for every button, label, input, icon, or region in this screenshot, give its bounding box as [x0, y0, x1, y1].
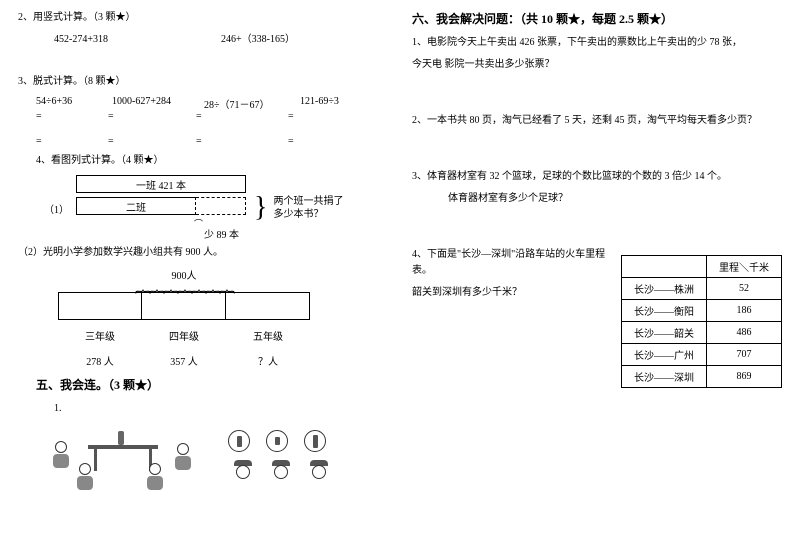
eq-cell: = — [196, 111, 288, 122]
q4-p2: （2）光明小学参加数学兴趣小组共有 900 人。 — [18, 245, 388, 261]
table-cell: 长沙——株洲 — [622, 278, 707, 300]
q6-3a: 3、体育器材室有 32 个篮球，足球的个数比篮球的个数的 3 倍少 14 个。 — [412, 169, 782, 185]
table-cell: 长沙——衡阳 — [622, 300, 707, 322]
options-grid — [228, 430, 334, 486]
table-cell: 52 — [707, 278, 782, 300]
scene-table-kids — [48, 423, 198, 493]
kid-icon — [74, 463, 96, 493]
eq-cell: = — [196, 136, 288, 147]
q4-title: 4、看图列式计算。（4 颗★） — [18, 153, 388, 169]
table-cell: 长沙——韶关 — [622, 322, 707, 344]
q2-title: 2、用竖式计算。（3 颗★） — [18, 10, 388, 26]
q3-eq-row1: = = = = — [18, 111, 388, 122]
table-row: 长沙——株洲52 — [622, 278, 782, 300]
eq-cell: = — [36, 136, 108, 147]
q4-p1: （1） 一班 421 本 二班 ⌒ 少 89 本 } 两个班一共捐了 多少本书？ — [44, 175, 388, 241]
table-row: 长沙——深圳869 — [622, 366, 782, 388]
q2-expr1: 452-274+318 — [54, 32, 221, 48]
value-g3: 278 人 — [58, 353, 142, 368]
kid-icon — [144, 463, 166, 493]
bar-class1: 一班 421 本 — [76, 175, 246, 193]
brace-top-icon: ︷︷︷︷︷︷︷ — [58, 284, 310, 292]
q6-2: 2、一本书共 80 页，淘气已经看了 5 天，还剩 45 页，淘气平均每天看多少… — [412, 113, 782, 129]
s5-pictures — [48, 423, 388, 493]
label-g3: 三年级 — [58, 328, 142, 343]
table-cell: 869 — [707, 366, 782, 388]
q3-c2: 1000-627+284 — [112, 96, 200, 111]
eq-cell: = — [36, 111, 108, 122]
option-bottle — [228, 430, 250, 452]
option-bottle — [304, 430, 326, 452]
label-g5: 五年级 — [226, 328, 310, 343]
label-g4: 四年级 — [142, 328, 226, 343]
eq-cell: = — [288, 136, 360, 147]
table-cell: 486 — [707, 322, 782, 344]
section5-title: 五、我会连。（3 颗★） — [18, 376, 388, 393]
box-g3 — [58, 292, 142, 320]
value-g5: ？人 — [226, 353, 310, 368]
q6-4a: 4、下面是"长沙—深圳"沿路车站的火车里程表。 — [412, 247, 611, 279]
kid-icon — [172, 443, 194, 473]
brace-text1: 两个班一共捐了 — [273, 195, 343, 208]
brace-text2: 多少本书？ — [273, 208, 343, 221]
table-head: 里程＼千米 — [707, 256, 782, 278]
kid-icon — [50, 441, 72, 471]
p1-label: （1） — [44, 201, 68, 216]
mileage-table: 里程＼千米 长沙——株洲52 长沙——衡阳186 长沙——韶关486 长沙——广… — [621, 255, 782, 388]
less-label: 少 89 本 — [204, 226, 246, 241]
eq-cell: = — [288, 111, 360, 122]
table-row: 长沙——衡阳186 — [622, 300, 782, 322]
q3-title: 3、脱式计算。（8 颗★） — [18, 74, 388, 90]
box-g4 — [142, 292, 226, 320]
q3-c3: 28÷（71－67） — [204, 96, 296, 111]
table-cell: 长沙——深圳 — [622, 366, 707, 388]
bar-class2: 二班 — [76, 197, 196, 215]
table-icon — [88, 445, 158, 449]
option-face — [228, 460, 258, 486]
box-g5 — [226, 292, 310, 320]
option-face — [266, 460, 296, 486]
brace-icon: } — [254, 195, 267, 220]
eq-cell: = — [108, 111, 196, 122]
table-cell: 186 — [707, 300, 782, 322]
q2-expr2: 246+（338-165） — [221, 32, 388, 48]
value-g4: 357 人 — [142, 353, 226, 368]
q3-eq-row2: = = = = — [18, 136, 388, 147]
q3-c4: 121-69÷3 — [300, 96, 372, 111]
table-cell: 707 — [707, 344, 782, 366]
table-cell: 长沙——广州 — [622, 344, 707, 366]
option-face — [304, 460, 334, 486]
diagram-900: 900人 ︷︷︷︷︷︷︷ 三年级 四年级 五年级 278 人 357 人 ？人 — [58, 267, 388, 368]
q6-1b: 今天电 影院一共卖出多少张票？ — [412, 57, 782, 73]
table-row: 长沙——韶关486 — [622, 322, 782, 344]
section6-title: 六、我会解决问题：（共 10 颗★，每题 2.5 颗★） — [412, 10, 782, 27]
bottle-icon — [118, 431, 124, 445]
eq-cell: = — [108, 136, 196, 147]
q6-3b: 体育器材室有多少个足球？ — [412, 191, 782, 207]
q6-4b: 韶关到深圳有多少千米？ — [412, 285, 611, 301]
dash-extension — [196, 197, 246, 215]
option-bottle — [266, 430, 288, 452]
q3-c1: 54÷6+36 — [36, 96, 108, 111]
table-row: 长沙——广州707 — [622, 344, 782, 366]
s5-num: 1. — [18, 401, 388, 417]
q6-1a: 1、电影院今天上午卖出 426 张票，下午卖出的票数比上午卖出的少 78 张， — [412, 35, 782, 51]
